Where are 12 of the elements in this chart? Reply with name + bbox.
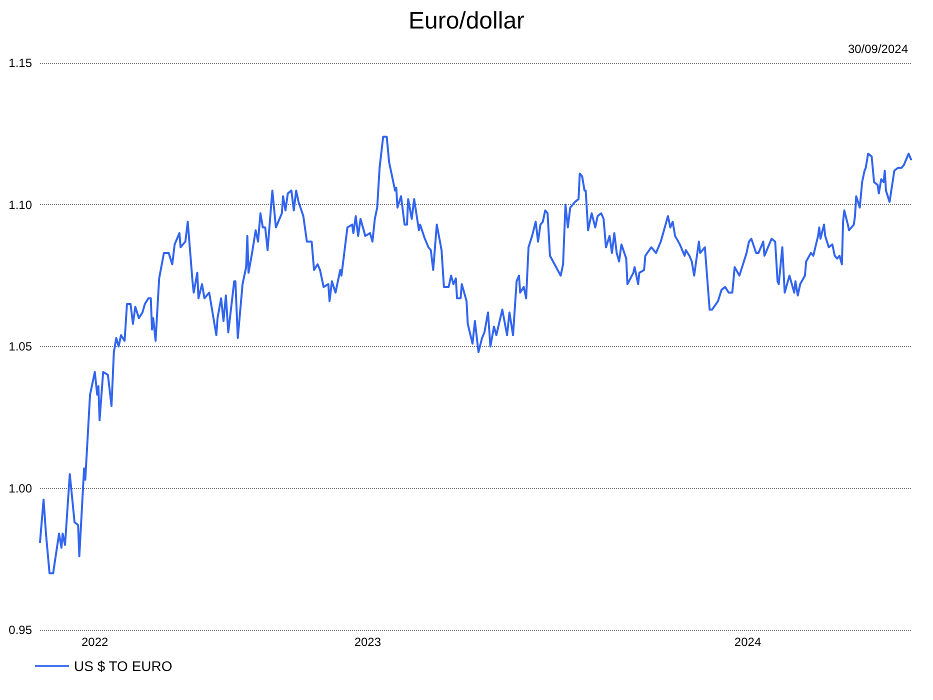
y-tick-label: 1.15: [8, 56, 32, 70]
y-tick-label: 1.10: [8, 198, 32, 212]
line-series: [39, 136, 912, 574]
x-tick-label: 2024: [734, 635, 762, 649]
chart-subtitle: 30/09/2024: [848, 42, 908, 56]
x-tick-label: 2023: [354, 635, 382, 649]
x-tick-label: 2022: [81, 635, 108, 649]
chart-title: Euro/dollar: [408, 8, 525, 34]
y-tick-label: 1.00: [8, 481, 32, 496]
y-tick-label: 0.95: [8, 623, 32, 637]
legend-label: US $ TO EURO: [74, 658, 172, 674]
y-tick-label: 1.05: [8, 340, 32, 354]
